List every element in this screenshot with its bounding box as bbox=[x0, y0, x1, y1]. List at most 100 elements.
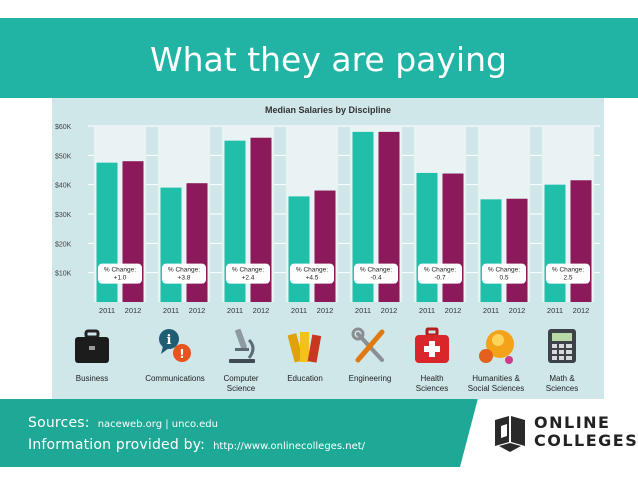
change-value: -0.7 bbox=[434, 275, 446, 282]
y-tick-label: $60K bbox=[55, 124, 72, 131]
info-link[interactable]: http://www.onlinecolleges.net/ bbox=[213, 441, 366, 452]
x-year-label: 2011 bbox=[99, 306, 115, 315]
logo-mark-icon bbox=[495, 416, 525, 452]
x-year-label: 2012 bbox=[125, 306, 142, 315]
change-label: % Change: bbox=[232, 267, 264, 274]
briefcase-icon bbox=[75, 329, 109, 363]
discipline-label: Education bbox=[287, 374, 323, 383]
bar-2012 bbox=[250, 137, 272, 302]
y-tick-label: $40K bbox=[55, 183, 72, 190]
footer-bar: Sources: naceweb.org | unco.edu Informati… bbox=[0, 399, 638, 467]
x-year-label: 2011 bbox=[419, 306, 435, 315]
y-tick-label: $20K bbox=[55, 241, 72, 248]
first-aid-kit-icon bbox=[415, 327, 449, 363]
tools-icon bbox=[351, 327, 385, 363]
molecules-icon bbox=[479, 330, 514, 364]
change-value: -0.4 bbox=[370, 275, 382, 282]
discipline-humanities: Humanities & Social Sciences bbox=[464, 326, 528, 394]
change-label: % Change: bbox=[360, 267, 392, 274]
discipline-communications: i ! Communications bbox=[143, 326, 207, 384]
x-year-label: 2011 bbox=[227, 306, 243, 315]
x-year-label: 2012 bbox=[445, 306, 462, 315]
books-icon bbox=[287, 332, 322, 363]
discipline-business: Business bbox=[60, 326, 124, 384]
change-bubble bbox=[354, 263, 398, 284]
change-value: 0.5 bbox=[499, 275, 508, 282]
discipline-label: Computer Science bbox=[223, 374, 259, 393]
bar-2011 bbox=[480, 199, 502, 302]
change-label: % Change: bbox=[296, 267, 328, 274]
change-bubble bbox=[162, 263, 206, 284]
bar-2012 bbox=[570, 180, 592, 302]
change-value: 2.5 bbox=[563, 275, 572, 282]
y-tick-label: $30K bbox=[55, 212, 72, 219]
bar-2011 bbox=[288, 196, 310, 302]
x-year-label: 2012 bbox=[253, 306, 270, 315]
y-tick-label: $50K bbox=[55, 153, 72, 160]
change-value: +4.5 bbox=[306, 275, 319, 282]
microscope-icon bbox=[229, 328, 255, 363]
discipline-computer-science: Computer Science bbox=[209, 326, 273, 394]
title-bar: What they are paying bbox=[0, 18, 638, 98]
x-year-label: 2012 bbox=[573, 306, 590, 315]
x-year-label: 2011 bbox=[355, 306, 371, 315]
online-colleges-logo: ONLINE COLLEGES bbox=[460, 399, 638, 467]
salary-infographic: Median Salaries by Discipline $10K $20K $30… bbox=[52, 98, 604, 399]
x-year-label: 2011 bbox=[483, 306, 499, 315]
change-value: +1.0 bbox=[114, 275, 127, 282]
info-line: Information provided by: http://www.onlin… bbox=[28, 434, 365, 453]
x-year-label: 2011 bbox=[547, 306, 563, 315]
change-bubble bbox=[290, 263, 334, 284]
discipline-label: Health Sciences bbox=[415, 374, 449, 393]
x-year-label: 2012 bbox=[381, 306, 398, 315]
discipline-engineering: Engineering bbox=[338, 326, 402, 384]
logo-wordmark: ONLINE COLLEGES bbox=[534, 413, 638, 450]
svg-text:i: i bbox=[167, 333, 172, 348]
chart-title: Median Salaries by Discipline bbox=[265, 105, 391, 115]
change-label: % Change: bbox=[104, 267, 136, 274]
change-label: % Change: bbox=[168, 267, 200, 274]
sources-line: Sources: naceweb.org | unco.edu bbox=[28, 412, 218, 431]
change-bubble bbox=[226, 263, 270, 284]
change-label: % Change: bbox=[424, 267, 456, 274]
sources-value: naceweb.org | unco.edu bbox=[97, 419, 218, 430]
sources-label: Sources: bbox=[28, 415, 90, 431]
bar-2012 bbox=[506, 198, 528, 302]
change-label: % Change: bbox=[552, 267, 584, 274]
change-bubble bbox=[418, 263, 462, 284]
discipline-icons-row: Business i ! Communications Computer Scie… bbox=[52, 326, 604, 406]
discipline-label: Communications bbox=[145, 374, 205, 383]
x-year-label: 2012 bbox=[189, 306, 206, 315]
change-label: % Change: bbox=[488, 267, 520, 274]
salary-bar-chart: Median Salaries by Discipline $10K $20K $30… bbox=[55, 105, 600, 315]
change-bubble bbox=[546, 263, 590, 284]
calculator-icon bbox=[548, 329, 576, 363]
discipline-label: Engineering bbox=[348, 374, 392, 383]
discipline-label: Math & Sciences bbox=[545, 374, 579, 393]
change-value: +3.8 bbox=[178, 275, 191, 282]
bar-2012 bbox=[186, 183, 208, 302]
svg-text:!: ! bbox=[179, 347, 184, 361]
discipline-math-sciences: Math & Sciences bbox=[530, 326, 594, 394]
slide-title: What they are paying bbox=[150, 40, 507, 79]
x-year-label: 2011 bbox=[163, 306, 179, 315]
bar-2011 bbox=[224, 140, 246, 302]
x-year-label: 2012 bbox=[509, 306, 526, 315]
discipline-education: Education bbox=[273, 326, 337, 384]
change-bubble bbox=[98, 263, 142, 284]
info-label: Information provided by: bbox=[28, 437, 206, 453]
bar-2012 bbox=[378, 131, 400, 302]
discipline-label: Business bbox=[75, 374, 109, 383]
x-year-label: 2012 bbox=[317, 306, 334, 315]
bar-2011 bbox=[544, 184, 566, 302]
x-year-label: 2011 bbox=[291, 306, 307, 315]
change-bubble bbox=[482, 263, 526, 284]
discipline-health-sciences: Health Sciences bbox=[400, 326, 464, 394]
y-tick-label: $10K bbox=[55, 271, 72, 278]
discipline-label: Humanities & Social Sciences bbox=[467, 374, 525, 393]
speech-bubbles-icon: i ! bbox=[159, 329, 191, 362]
change-value: +2.4 bbox=[242, 275, 255, 282]
bar-2012 bbox=[314, 190, 336, 302]
bar-2011 bbox=[352, 131, 374, 302]
bar-2011 bbox=[160, 187, 182, 302]
